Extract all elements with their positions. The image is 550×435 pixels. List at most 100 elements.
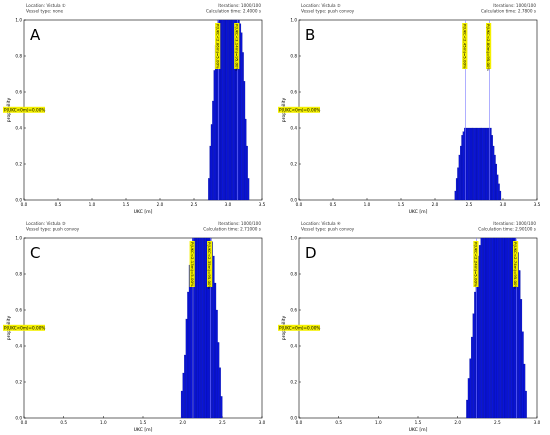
histogram-bar xyxy=(491,237,494,419)
histogram-bar xyxy=(470,127,473,201)
histogram-bar xyxy=(468,127,470,201)
y-tick-label: 0.6 xyxy=(290,308,297,313)
histogram-bar xyxy=(460,145,462,201)
probability-label: P(UKC<0m)=0.00% xyxy=(4,107,45,112)
histogram-bar xyxy=(499,237,502,419)
histogram-bar xyxy=(507,237,510,419)
y-tick-label: 0.4 xyxy=(15,126,22,131)
histogram-bar xyxy=(462,131,465,201)
y-tick-label: 0.4 xyxy=(290,344,297,349)
y-tick-label: 0.0 xyxy=(15,416,22,421)
probability-label-bg xyxy=(278,324,320,331)
histogram-bar xyxy=(485,127,488,201)
histogram-bar xyxy=(487,127,489,201)
histogram-bar xyxy=(243,81,246,201)
percentile-label-bg xyxy=(462,23,468,69)
histogram-bar xyxy=(240,32,243,201)
x-tick-label: 0.5 xyxy=(330,202,337,207)
histogram-bar xyxy=(199,237,202,419)
x-tick-label: 2.5 xyxy=(219,420,226,425)
histogram-bar xyxy=(469,358,472,419)
histogram-bar xyxy=(482,237,484,419)
percentile-label-text: P(UKC<2.35m)=95.00% xyxy=(207,242,212,289)
x-tick-label: 1.0 xyxy=(364,202,371,207)
x-tick-label: 3.0 xyxy=(259,420,266,425)
meta-left-text: Location: Vistula ③ xyxy=(26,221,66,226)
plot-frame xyxy=(23,237,263,419)
histogram-bar xyxy=(474,291,477,419)
histogram-bar xyxy=(504,237,507,419)
percentile-label: P(UKC<2.80m)=95.00% xyxy=(486,23,491,71)
histogram-bar xyxy=(505,237,508,419)
histogram-bar xyxy=(198,237,201,419)
percentile-label-bg xyxy=(215,23,221,69)
panel-letter: A xyxy=(30,26,41,44)
y-tick-label: 0.4 xyxy=(290,126,297,131)
histogram-bar xyxy=(228,19,231,201)
x-tick-label: 0.0 xyxy=(21,420,28,425)
panel-letter: D xyxy=(305,244,317,262)
histogram-bar xyxy=(518,270,521,419)
meta-right-text: Calculation time: 2.90100 s xyxy=(478,227,536,232)
histogram-bar xyxy=(220,396,223,419)
histogram-bar xyxy=(480,127,483,201)
histogram-bar xyxy=(225,19,228,201)
x-tick-label: 1.5 xyxy=(140,420,147,425)
chart-d: 0.0 0.5 1.0 1.5 2.0 2.5 3.0 0.0 0.2 0.4 0.6 0.8 1.0 U… xyxy=(278,221,541,433)
histogram-bar xyxy=(466,127,469,201)
histogram-bar xyxy=(229,19,232,201)
histogram-bar xyxy=(201,237,204,419)
histogram-bar xyxy=(242,52,244,201)
x-tick-label: 3.5 xyxy=(259,202,266,207)
x-tick-label: 0.0 xyxy=(21,202,28,207)
probability-label-bg xyxy=(3,106,45,113)
histogram-bar xyxy=(212,100,214,201)
x-axis-label: UKC [m] xyxy=(409,427,428,433)
x-tick-label: 1.5 xyxy=(415,420,422,425)
y-tick-label: 0.8 xyxy=(15,272,22,277)
percentile-label-bg xyxy=(473,241,479,287)
x-tick-label: 2.5 xyxy=(494,420,501,425)
y-tick-label: 0.0 xyxy=(290,416,297,421)
histogram-bar xyxy=(498,183,500,201)
chart-b: 0.0 0.5 1.0 1.5 2.0 2.5 3.0 3.5 0.0 0.2 0.4 0.6 0.8 1… xyxy=(278,3,541,215)
percentile-label: P(UKC<2.24m)=5.00% xyxy=(473,241,479,287)
probability-label: P(UKC<0m)=0.00% xyxy=(279,325,320,330)
histogram-bar xyxy=(467,378,470,419)
histogram-bar xyxy=(469,127,472,201)
histogram-bar xyxy=(497,237,500,419)
x-tick-label: 1.5 xyxy=(123,202,130,207)
histogram-bar xyxy=(466,399,469,419)
histogram-bar xyxy=(184,354,186,419)
percentile-label-bg xyxy=(234,23,240,69)
histogram-bar xyxy=(213,70,216,201)
y-tick-label: 0.6 xyxy=(15,90,22,95)
histogram-bar xyxy=(461,135,464,201)
meta-left-text: Location: Vistula ① xyxy=(26,3,66,8)
x-tick-label: 0.5 xyxy=(335,420,342,425)
x-tick-label: 2.5 xyxy=(466,202,473,207)
histogram-bar xyxy=(187,291,190,419)
histogram-bar xyxy=(458,154,461,201)
histogram-bar xyxy=(219,367,221,419)
percentile-label-bg xyxy=(486,23,492,69)
histogram-bar xyxy=(180,390,183,419)
histogram-bar xyxy=(493,237,496,419)
x-tick-label: 1.0 xyxy=(100,420,107,425)
histogram-bar xyxy=(473,127,476,201)
histogram-bar xyxy=(454,190,457,201)
x-tick-label: 2.5 xyxy=(191,202,198,207)
meta-right-text: Calculation time: 2.71000 s xyxy=(203,227,261,232)
chart-a: 0.0 0.5 1.0 1.5 2.0 2.5 3.0 3.5 0.0 0.2 0.4 0.6 0.8 1… xyxy=(3,3,266,215)
y-tick-label: 1.0 xyxy=(290,236,297,241)
histogram-bar xyxy=(203,237,206,419)
meta-right-text: Calculation time: 2.7800 s xyxy=(481,9,536,14)
histogram-bar xyxy=(472,127,474,201)
y-tick-label: 0.6 xyxy=(290,90,297,95)
percentile-label-text: P(UKC<3.14m)=95.00% xyxy=(234,24,239,71)
histogram-bar xyxy=(480,237,483,419)
percentile-label: P(UKC<2.74m)=95.00% xyxy=(512,241,518,289)
meta-right-text: Iterations: 1000/100 xyxy=(493,221,536,226)
histogram-bar xyxy=(204,237,207,419)
probability-label-bg xyxy=(278,106,320,113)
